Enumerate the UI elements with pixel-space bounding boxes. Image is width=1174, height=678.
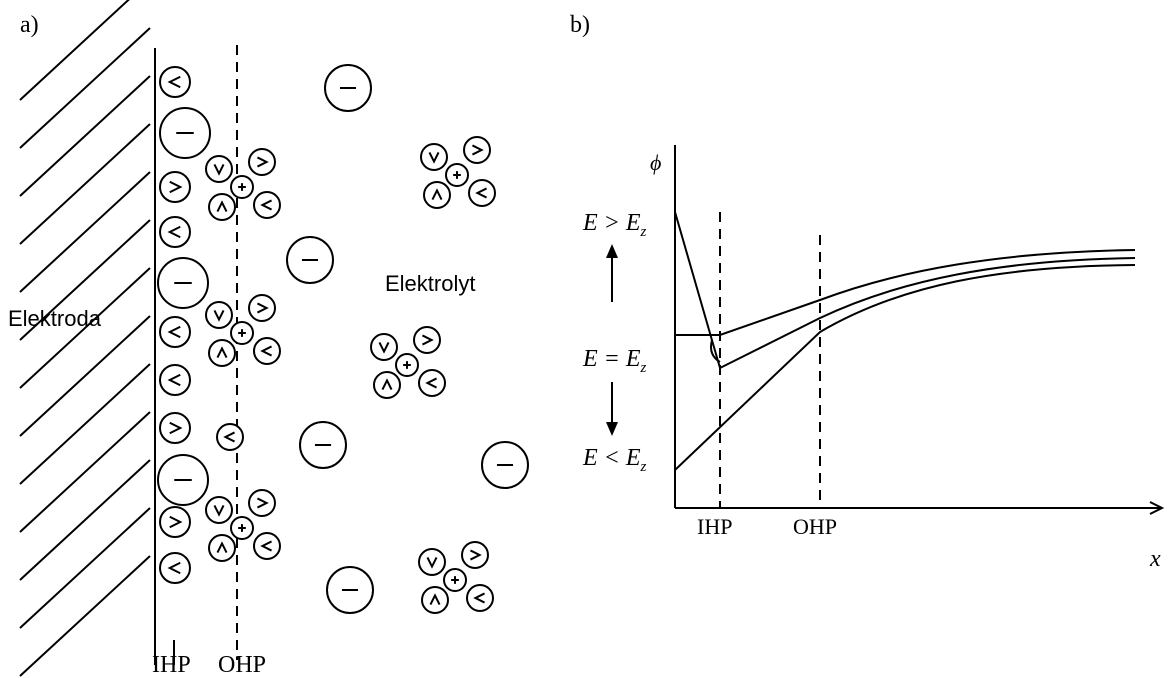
ion [249, 490, 275, 516]
arrow-head [606, 422, 618, 436]
hatch-line [20, 28, 150, 148]
ion [464, 137, 490, 163]
ion [469, 180, 495, 206]
ion [424, 182, 450, 208]
hatch-line [20, 508, 150, 628]
ohp-label: OHP [218, 652, 266, 678]
level-label: E = Ez [582, 346, 647, 376]
ion [419, 370, 445, 396]
ion [421, 144, 447, 170]
level-text: E < E [582, 445, 641, 471]
ion [206, 302, 232, 328]
ion [160, 553, 190, 583]
electrode-hatch [20, 0, 150, 676]
hatch-line [20, 124, 150, 244]
hatch-line [20, 460, 150, 580]
hatch-line [20, 0, 150, 100]
ion [209, 340, 235, 366]
ion [462, 542, 488, 568]
hatch-line [20, 364, 150, 484]
ion [422, 587, 448, 613]
ion [374, 372, 400, 398]
ion [206, 497, 232, 523]
level-text: E = E [582, 346, 641, 372]
ohp-label: OHP [793, 514, 837, 539]
level-label: E < Ez [582, 445, 647, 475]
level-label: E > Ez [582, 210, 647, 240]
page: a) b) Elektroda Elektrolyt IHP OHP ϕ x I… [0, 0, 1174, 678]
potential-curve [675, 212, 1135, 368]
hatch-line [20, 172, 150, 292]
ion [209, 194, 235, 220]
ion [209, 535, 235, 561]
electrolyte-label: Elektrolyt [385, 271, 475, 296]
potential-curve [675, 265, 1135, 470]
ion [419, 549, 445, 575]
ion [249, 295, 275, 321]
level-subscript: z [640, 360, 647, 376]
ion [160, 317, 190, 347]
ion [467, 585, 493, 611]
ion [160, 507, 190, 537]
ion [371, 334, 397, 360]
level-subscript: z [640, 224, 647, 240]
ion [160, 413, 190, 443]
panel-label: b) [570, 12, 590, 38]
ihp-label: IHP [697, 514, 732, 539]
y-axis-label: ϕ [650, 150, 661, 175]
hatch-line [20, 76, 150, 196]
hatch-line [20, 412, 150, 532]
figure: a) b) Elektroda Elektrolyt IHP OHP ϕ x I… [0, 0, 1174, 678]
potential-curve [675, 250, 1135, 335]
ion [249, 149, 275, 175]
ion [217, 424, 243, 450]
arrow-head [606, 244, 618, 258]
ion [206, 156, 232, 182]
electrode-label: Elektroda [8, 306, 102, 331]
ion [254, 192, 280, 218]
ion [254, 338, 280, 364]
ion [414, 327, 440, 353]
level-text: E > E [582, 210, 641, 236]
ion [254, 533, 280, 559]
ions [158, 65, 528, 613]
panel-label: a) [20, 12, 39, 38]
x-axis-label: x [1149, 546, 1161, 572]
ion [160, 217, 190, 247]
ihp-label: IHP [152, 652, 191, 678]
ion [160, 67, 190, 97]
ion [160, 365, 190, 395]
hatch-line [20, 316, 150, 436]
hatch-line [20, 556, 150, 676]
ion [160, 172, 190, 202]
level-subscript: z [640, 459, 647, 475]
